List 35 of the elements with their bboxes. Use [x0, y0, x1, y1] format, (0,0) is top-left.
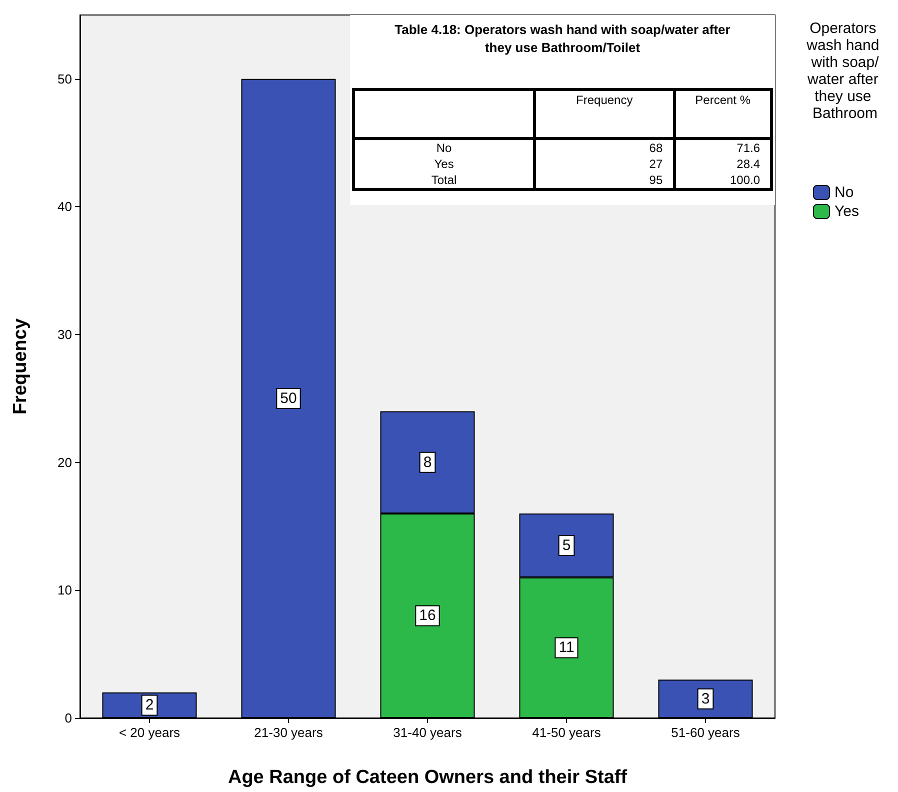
- annotation: 71.6: [674, 138, 772, 156]
- data-label: 2: [145, 696, 154, 714]
- annotation: Percent %: [674, 90, 772, 138]
- annotation: Table 4.18: Operators wash hand with soap/water after they use Bathroom/Toilet: [394, 21, 732, 57]
- annotation: 100.0: [674, 172, 772, 190]
- data-label: 11: [558, 639, 574, 656]
- x-axis-title: Age Range of Cateen Owners and their Staff: [228, 767, 628, 788]
- annotation: 27: [534, 156, 674, 172]
- x-tick-label: 41-50 years: [532, 725, 602, 740]
- x-tick-label: 21-30 years: [254, 725, 324, 740]
- legend-label: No: [834, 184, 854, 201]
- text: Frequency: [10, 318, 31, 415]
- annotation: 28.4: [674, 156, 772, 172]
- legend-title: Operators wash hand with soap/water after they use Bathroom: [806, 20, 884, 122]
- annotation: No: [354, 138, 535, 156]
- annotation: 95: [534, 172, 674, 190]
- y-axis-title: Frequency: [534, 90, 674, 138]
- y-tick-label: 40: [58, 199, 72, 214]
- annotation: Yes: [354, 156, 535, 172]
- data-label: 16: [419, 607, 436, 624]
- data-label: 50: [280, 390, 297, 407]
- data-label: 5: [562, 536, 571, 554]
- annotation: Total: [354, 172, 535, 190]
- annotation: 68: [534, 138, 674, 156]
- x-tick-label: < 20 years: [118, 725, 181, 740]
- y-tick-label: 30: [58, 327, 72, 342]
- y-tick-label: 50: [58, 71, 72, 86]
- x-tick-label: 31-40 years: [393, 725, 462, 740]
- x-tick-label: 51-60 years: [671, 725, 740, 740]
- legend-label: Yes: [834, 203, 859, 220]
- y-tick-label: 0: [64, 710, 72, 726]
- y-tick-label: 20: [58, 454, 72, 470]
- y-tick-label: 10: [58, 582, 72, 598]
- data-label: 3: [701, 690, 710, 708]
- data-label: 8: [423, 454, 432, 471]
